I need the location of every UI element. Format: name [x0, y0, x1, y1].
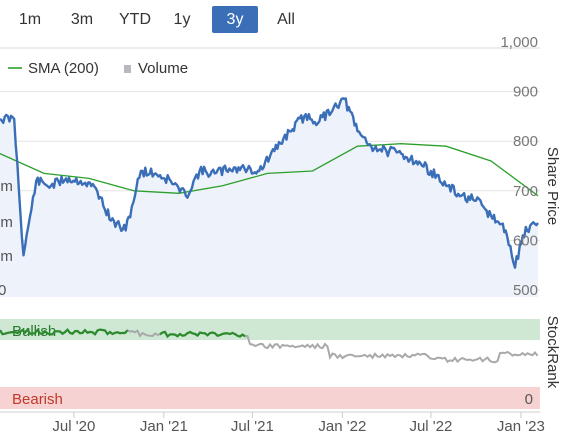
price-tick-label: 800	[513, 133, 538, 150]
x-tick-label: Jul '22	[409, 418, 452, 435]
price-tick-label: 700	[513, 183, 538, 200]
bullish-band	[0, 319, 540, 340]
x-tick-label: Jan '22	[318, 418, 366, 435]
price-tick-label: 900	[513, 84, 538, 101]
range-selector: 1m 3m YTD 1y 3y All	[0, 4, 577, 34]
legend: SMA (200) Volume	[8, 60, 188, 77]
volume-tick-label: 1m	[0, 248, 13, 265]
volume-tick-label: 2m	[0, 214, 13, 231]
x-axis-ticks: Jul '20 Jan '21 Jul '21 Jan '22 Jul '22 Jan '…	[52, 412, 545, 435]
price-tick-label: 500	[513, 282, 538, 299]
x-tick-label: Jul '20	[52, 418, 95, 435]
bullish-band-label: Bullish	[12, 323, 56, 340]
range-ytd-button[interactable]: YTD	[119, 11, 151, 28]
volume-tick-label: 0	[0, 282, 6, 299]
stockrank-bullish-line	[0, 327, 246, 339]
range-3m-button[interactable]: 3m	[70, 11, 94, 28]
legend-volume-label[interactable]: Volume	[138, 60, 188, 77]
range-all-button[interactable]: All	[277, 11, 295, 28]
sma-200-line	[0, 143, 539, 197]
volume-tick-label: 3m	[0, 178, 13, 195]
stockrank-axis-title: StockRank	[544, 316, 561, 389]
x-tick-label: Jan '23	[497, 418, 545, 435]
share-price-axis-title: Share Price	[544, 147, 561, 225]
range-3y-button[interactable]: 3y	[212, 6, 258, 33]
share-price-line	[0, 97, 539, 269]
volume-axis-ticks: 3m 2m 1m 0	[0, 178, 13, 299]
range-1m-button[interactable]: 1m	[18, 11, 42, 28]
price-tick-label: 600	[513, 232, 538, 249]
price-area-fill	[0, 98, 538, 297]
bearish-band-label: Bearish	[12, 391, 63, 408]
legend-volume-swatch	[124, 65, 131, 73]
x-tick-label: Jul '21	[231, 418, 274, 435]
price-axis-ticks: 1,000 900 800 700 600 500	[500, 34, 538, 299]
price-tick-label: 1,000	[500, 34, 538, 51]
legend-sma-label[interactable]: SMA (200)	[28, 60, 99, 77]
bearish-band	[0, 387, 540, 409]
range-1y-button[interactable]: 1y	[173, 11, 191, 28]
stockrank-zero-tick: 0	[525, 391, 533, 408]
x-tick-label: Jan '21	[140, 418, 188, 435]
